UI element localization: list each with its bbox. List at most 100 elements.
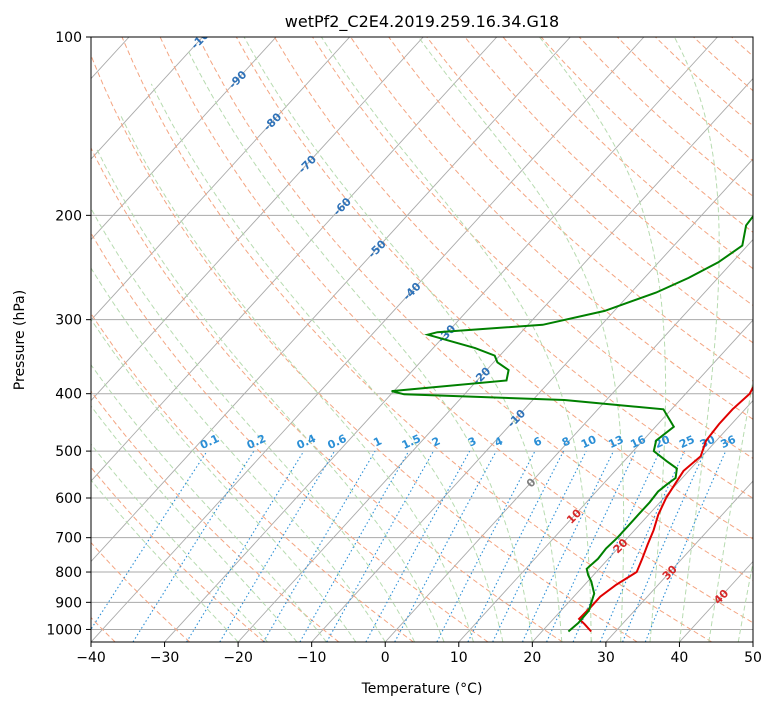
moist-adiabat [417,37,625,642]
x-tick-label: 30 [597,650,615,666]
moist-adiabat [91,267,386,642]
mixing-ratio-line [572,450,661,642]
isotherm-line [91,37,203,160]
moist-adiabat [708,377,753,642]
mixing-ratio-line [394,450,497,642]
mixing-ratio-label: 30 [698,433,718,451]
y-tick-label: 900 [55,595,82,611]
isotherm-line [91,37,571,563]
mixing-ratio-label: 2 [430,434,442,449]
moist-adiabat [91,443,268,642]
isotherm-line [311,158,753,642]
dry-adiabat [502,37,753,270]
mixing-ratio-line [91,450,208,631]
mixing-ratio-line [326,450,434,642]
x-axis-label: Temperature (°C) [361,681,483,697]
moist-adiabat [737,560,753,642]
dry-adiabat [464,37,753,307]
mixing-ratio-label: 13 [606,433,625,451]
mixing-ratio-label: 0.4 [295,432,318,452]
isotherm-line [91,37,645,642]
moist-adiabat [150,83,504,642]
mixing-ratio-label: 0.1 [198,432,221,452]
isotherm-line [384,238,753,642]
moist-adiabat [243,37,563,642]
mixing-ratio-label: 1 [371,434,383,449]
moist-adiabat [320,37,592,642]
moist-adiabat [91,405,298,642]
dry-adiabat [121,37,713,642]
mixing-ratio-line [622,450,706,642]
isotherm-line [164,37,718,642]
plot-frame [90,36,754,643]
dry-adiabat [91,146,563,642]
x-tick-label: 20 [523,650,541,666]
x-tick-label: 0 [381,650,390,666]
mixing-ratio-label: 8 [560,434,572,449]
moist-adiabat [96,149,445,642]
x-tick-label: 50 [744,650,762,666]
isotherm-line [237,77,753,642]
mixing-ratio-line [219,450,336,642]
y-tick-label: 400 [55,387,82,403]
dewpoint-profile [391,214,753,633]
isotherm-line [91,37,351,321]
moist-adiabat [539,37,667,642]
x-tick-label: −10 [297,650,327,666]
moist-adiabat [91,479,239,642]
mixing-ratio-label: 1.5 [400,432,423,452]
isotherm-line [532,399,753,642]
moist-adiabat [119,113,474,642]
mixing-ratio-line [365,450,471,642]
mixing-ratio-line [467,450,565,642]
x-tick-label: −40 [76,650,106,666]
x-tick-label: 40 [671,650,689,666]
profile-lines [391,214,753,633]
dry-adiabat [426,37,753,344]
mixing-ratio-label: 25 [677,433,696,451]
mixing-ratio-line [644,450,727,642]
y-axis: 100 200 300 400 500 600 700 800 900 1000 [46,30,91,638]
x-tick-label: −20 [223,650,253,666]
y-tick-label: 700 [55,531,82,547]
dry-adiabat [197,37,753,582]
chart-title: wetPf2_C2E4.2019.259.16.34.G18 [285,12,559,32]
mixing-ratio-label: 4 [493,434,506,449]
mixing-ratio-line [132,450,255,642]
dry-adiabat [312,37,753,460]
y-tick-label: 1000 [46,622,82,638]
mixing-ratio-label: 0.6 [325,432,348,452]
isotherm-line [458,319,753,642]
dry-adiabat [578,37,753,197]
dry-adiabat [91,390,340,642]
mixing-ratio-label: 0.2 [245,432,268,452]
isotherm-line [91,37,424,402]
isotherm-line [91,37,498,482]
mixing-ratio-label: 3 [466,434,478,449]
moist-adiabat [187,49,533,642]
isotherm-line [605,480,753,642]
y-tick-label: 500 [55,444,82,460]
y-axis-label: Pressure (hPa) [12,290,28,390]
mixing-ratio-line [263,450,376,642]
mixing-ratio-line [599,450,685,642]
x-tick-label: 10 [450,650,468,666]
x-axis: −40 −30 −20 −10 0 10 20 30 40 50 [76,642,762,666]
y-tick-label: 200 [55,208,82,224]
y-tick-label: 600 [55,491,82,507]
y-tick-label: 300 [55,313,82,329]
moist-adiabat [91,363,327,642]
isotherm-line [752,641,753,642]
dry-adiabat [388,37,753,382]
mixing-ratio-label: 20 [653,433,673,451]
mixing-ratio-label: 16 [628,433,648,451]
dry-adiabat [159,37,753,624]
moist-adiabat [91,318,357,642]
moist-adiabat [673,37,720,642]
mixing-ratio-line [492,450,587,642]
dry-adiabat [91,53,638,642]
isotherm-line [679,560,753,642]
moist-adiabat [91,207,416,642]
dry-adiabat [273,37,753,499]
